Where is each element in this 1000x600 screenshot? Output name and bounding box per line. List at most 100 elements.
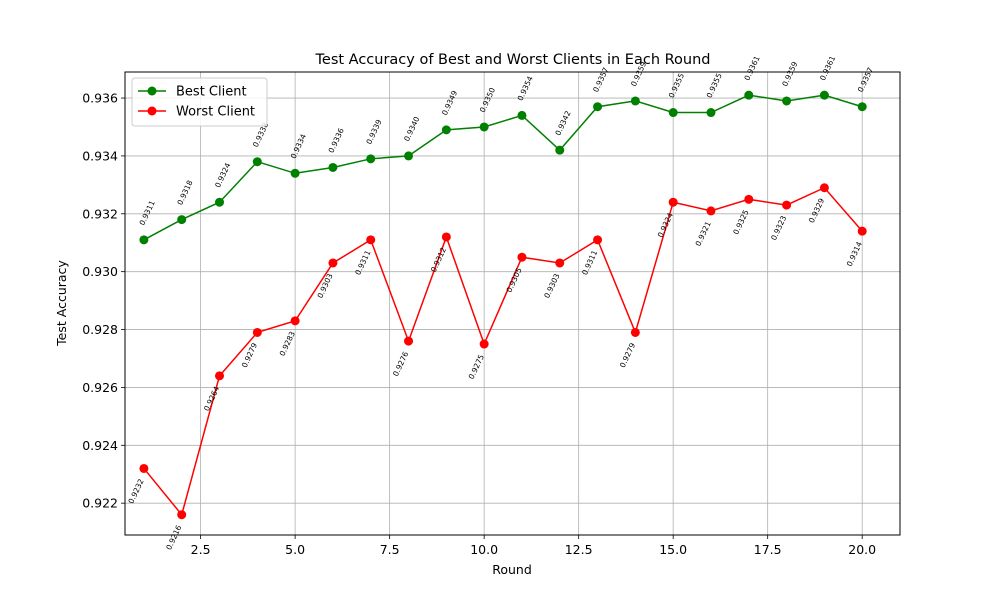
x-tick-label: 7.5 — [380, 542, 400, 557]
plot-frame — [124, 71, 901, 536]
series-layer — [139, 90, 867, 520]
best-client-data-label: 0.9336 — [327, 127, 346, 155]
best-client-data-label: 0.9339 — [364, 118, 383, 146]
best-client-line — [143, 94, 863, 241]
best-client-point — [139, 235, 149, 245]
best-client-legend-marker — [147, 86, 157, 96]
worst-client-point — [139, 463, 149, 473]
worst-client-point — [555, 258, 565, 268]
worst-client-point — [328, 258, 338, 268]
best-client-point — [479, 122, 489, 132]
x-tick-label: 2.5 — [191, 542, 211, 557]
y-tick-label: 0.930 — [82, 264, 118, 279]
y-tick-label: 0.936 — [82, 91, 118, 106]
best-client-point — [593, 102, 603, 112]
best-client-point — [857, 102, 867, 112]
worst-client-data-label: 0.9279 — [618, 341, 637, 369]
worst-client-point — [252, 327, 262, 337]
best-client-point — [441, 125, 451, 135]
y-tick-label: 0.924 — [82, 438, 118, 453]
best-client-data-label: 0.9311 — [138, 199, 157, 227]
worst-client-point — [857, 226, 867, 236]
best-client-point — [290, 168, 300, 178]
worst-client-legend-label: Worst Client — [176, 105, 255, 120]
worst-client-data-label: 0.9312 — [429, 246, 448, 274]
x-tick-label: 20.0 — [848, 542, 876, 557]
worst-client-point — [479, 339, 489, 349]
legend: Best Client Worst Client — [131, 77, 268, 127]
legend-box — [131, 77, 268, 127]
best-client-point — [555, 145, 565, 155]
y-tick-label: 0.928 — [82, 322, 118, 337]
worst-client-data-label: 0.9216 — [164, 524, 183, 552]
best-client-data-label: 0.9342 — [553, 109, 572, 137]
worst-client-point — [290, 316, 300, 326]
x-tick-label: 12.5 — [565, 542, 593, 557]
x-tick-label: 17.5 — [754, 542, 782, 557]
worst-client-point — [404, 336, 414, 346]
worst-client-point — [819, 183, 829, 193]
best-client-data-label: 0.9355 — [705, 72, 724, 100]
y-tick-label: 0.926 — [82, 380, 118, 395]
best-client-data-label: 0.9318 — [175, 179, 194, 207]
worst-client-data-label: 0.9311 — [353, 249, 372, 277]
best-client-data-label: 0.9361 — [818, 54, 837, 82]
y-axis-label: Test Accuracy — [54, 260, 69, 347]
best-client-point — [517, 110, 527, 120]
best-client-point — [744, 90, 754, 100]
worst-client-data-label: 0.9324 — [656, 211, 675, 239]
worst-client-data-label: 0.9264 — [202, 385, 221, 413]
worst-client-data-label: 0.9305 — [505, 266, 524, 294]
chart-title: Test Accuracy of Best and Worst Clients … — [315, 52, 711, 68]
x-axis: 2.5 5.0 7.5 10.0 12.5 15.0 17.5 20.0 — [191, 535, 876, 557]
x-axis-label: Round — [492, 562, 532, 577]
x-tick-label: 15.0 — [659, 542, 687, 557]
worst-client-data-label: 0.9275 — [467, 353, 486, 381]
worst-client-data-label: 0.9279 — [240, 341, 259, 369]
best-client-data-label: 0.9350 — [478, 86, 497, 114]
y-tick-label: 0.934 — [82, 148, 118, 163]
best-client-point — [706, 108, 716, 118]
worst-client-point — [593, 235, 603, 245]
worst-client-point — [441, 232, 451, 242]
worst-client-data-label: 0.9314 — [845, 240, 864, 268]
best-client-point — [252, 157, 262, 167]
best-client-point — [782, 96, 792, 106]
best-client-data-label: 0.9357 — [591, 66, 610, 94]
y-axis: 0.922 0.924 0.926 0.928 0.930 0.932 0.934 0.936 — [82, 91, 125, 511]
worst-client-data-label: 0.9311 — [580, 249, 599, 277]
best-client-data-label: 0.9361 — [742, 54, 761, 82]
best-client-point — [404, 151, 414, 161]
y-tick-label: 0.932 — [82, 206, 118, 221]
best-client-legend-label: Best Client — [176, 85, 247, 100]
worst-client-point — [215, 371, 225, 381]
best-client-data-label: 0.9349 — [440, 89, 459, 117]
worst-client-data-label: 0.9303 — [542, 272, 561, 300]
best-client-data-label: 0.9324 — [213, 161, 232, 189]
worst-client-data-label: 0.9323 — [769, 214, 788, 242]
grid — [125, 72, 900, 535]
worst-client-data-label: 0.9232 — [126, 477, 145, 505]
worst-client-data-label: 0.9325 — [731, 208, 750, 236]
worst-client-point — [630, 327, 640, 337]
worst-client-data-label: 0.9276 — [391, 350, 410, 378]
worst-client-line — [143, 186, 863, 517]
worst-client-point — [706, 206, 716, 216]
worst-client-data-label: 0.9321 — [694, 220, 713, 248]
best-client-point — [215, 197, 225, 207]
worst-client-point — [744, 194, 754, 204]
best-client-data-label: 0.9359 — [780, 60, 799, 88]
worst-client-data-label: 0.9329 — [807, 197, 826, 225]
worst-client-point — [177, 510, 187, 520]
best-client-data-label: 0.9355 — [667, 72, 686, 100]
x-tick-label: 10.0 — [470, 542, 498, 557]
worst-client-data-label: 0.9283 — [278, 330, 297, 358]
best-client-point — [328, 162, 338, 172]
worst-client-point — [366, 235, 376, 245]
best-client-data-label: 0.9340 — [402, 115, 421, 143]
worst-client-point — [517, 252, 527, 262]
y-tick-label: 0.922 — [82, 496, 118, 511]
best-client-point — [366, 154, 376, 164]
